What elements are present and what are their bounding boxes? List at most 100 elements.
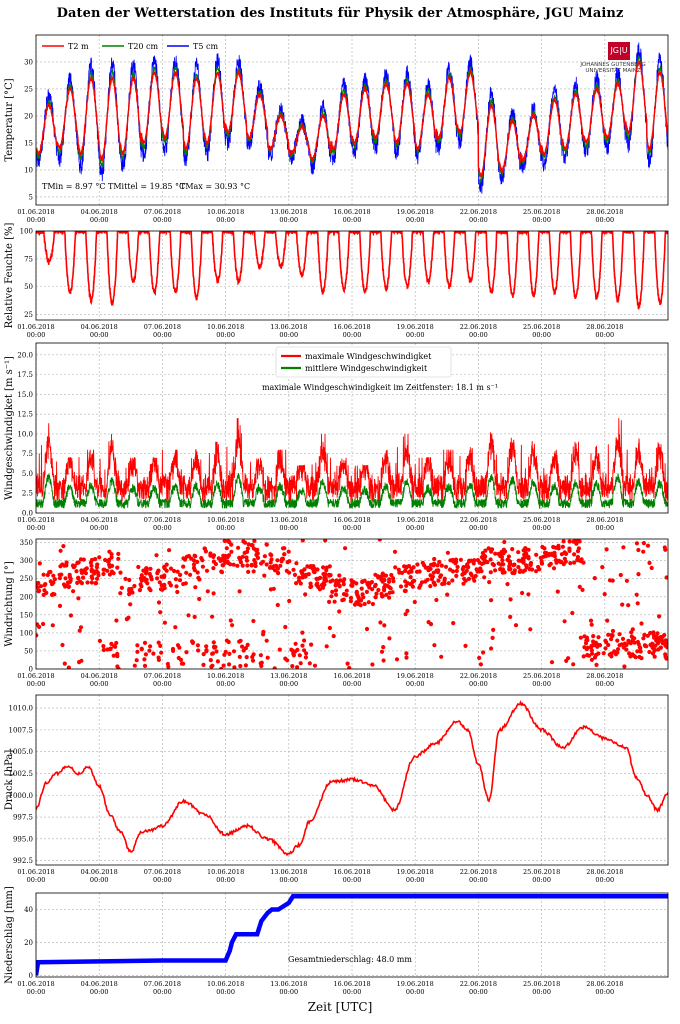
y-tick-label: 30 (24, 58, 33, 66)
wind-direction-point (347, 665, 352, 669)
wind-direction-point (186, 554, 192, 559)
y-tick-label: 200 (20, 593, 33, 601)
wind-direction-point (204, 644, 209, 649)
wind-direction-point (37, 561, 42, 566)
wind-direction-point (403, 612, 408, 617)
legend-label: T20 cm (128, 42, 159, 51)
wind-direction-point (624, 578, 630, 583)
wind-direction-point (330, 589, 335, 595)
wind-direction-point (172, 568, 177, 574)
x-tick-label: 19.06.2018 (397, 868, 434, 876)
wind-direction-point (468, 571, 473, 576)
x-tick-label-time: 00:00 (469, 680, 488, 688)
wind-direction-point (205, 589, 210, 594)
plot-border (35, 230, 669, 321)
wind-direction-point (113, 644, 118, 649)
x-tick-label-time: 00:00 (279, 680, 298, 688)
wind-direction-point (237, 555, 242, 561)
wind-direction-point (237, 589, 242, 594)
wind-direction-point (626, 603, 631, 608)
wind-direction-point (596, 635, 601, 640)
wind-direction-point (652, 635, 657, 640)
wind-direction-point (321, 582, 326, 588)
wind-direction-point (327, 625, 332, 631)
wind-direction-point (434, 597, 439, 603)
wind-direction-point (575, 539, 580, 544)
wind-direction-point (493, 551, 498, 556)
x-tick-label-time: 00:00 (469, 876, 488, 884)
wind-direction-point (607, 578, 613, 583)
wind-direction-point (261, 629, 266, 634)
wind-direction-point (291, 567, 296, 572)
x-tick-label: 25.06.2018 (523, 323, 560, 331)
wind-direction-point (50, 623, 55, 628)
wind-direction-point (253, 563, 258, 569)
wind-direction-point (404, 651, 409, 656)
wind-direction-point (423, 579, 428, 584)
wind-direction-point (105, 559, 110, 564)
wind-direction-point (333, 588, 339, 593)
wind-direction-point (159, 650, 164, 655)
wind-direction-point (513, 623, 519, 628)
wind-direction-point (496, 561, 501, 566)
wind-direction-point (420, 560, 425, 565)
x-tick-label: 25.06.2018 (523, 868, 560, 876)
x-tick-label: 10.06.2018 (207, 208, 244, 216)
wind-direction-point (107, 549, 112, 554)
wind-direction-point (36, 589, 41, 594)
x-tick-label: 16.06.2018 (333, 980, 370, 988)
wind-direction-point (143, 578, 148, 584)
wind-direction-point (375, 574, 380, 579)
wind-direction-point (279, 559, 284, 564)
wind-direction-point (648, 642, 653, 647)
legend-label: T5 cm (193, 42, 218, 51)
temperature-panel: 5101520253001.06.201800:0004.06.201800:0… (4, 34, 669, 224)
wind-direction-point (214, 649, 219, 654)
wind-direction-point (204, 568, 210, 573)
wind-direction-point (97, 555, 102, 560)
plot-border (35, 892, 669, 978)
wind-direction-point (651, 630, 656, 635)
wind-direction-point (380, 594, 385, 599)
y-axis-label: Windrichtung [°] (4, 561, 15, 647)
wind-direction-point (294, 581, 299, 586)
wind-direction-point (408, 569, 413, 574)
wind-direction-point (285, 658, 290, 663)
wind-direction-point (442, 578, 447, 583)
wind-direction-point (387, 577, 392, 582)
wind-direction-point (74, 569, 79, 574)
wind-direction-point (501, 562, 506, 567)
wind-direction-point (204, 649, 209, 654)
wind-direction-point (165, 661, 170, 667)
wind-direction-point (96, 573, 101, 578)
wind-direction-point (300, 575, 305, 580)
y-tick-label: 1007.5 (9, 726, 34, 734)
wind-direction-point (489, 646, 494, 651)
x-tick-label: 04.06.2018 (81, 208, 118, 216)
y-tick-label: 25 (24, 85, 33, 93)
legend-label: T2 m (68, 42, 89, 51)
wind-direction-point (588, 618, 594, 623)
wind-direction-point (493, 568, 498, 573)
wind-direction-point (632, 640, 637, 645)
x-tick-label: 28.06.2018 (586, 672, 623, 680)
wind-direction-point (223, 553, 228, 559)
wind-direction-point (49, 592, 55, 598)
wind-direction-point (549, 660, 555, 665)
wind-direction-point (221, 563, 226, 568)
wind-direction-point (196, 648, 201, 653)
wind-direction-point (563, 559, 568, 564)
wind-direction-point (478, 662, 483, 667)
wind-direction-point (358, 598, 364, 603)
wind-direction-point (211, 559, 216, 564)
x-tick-label-time: 00:00 (343, 988, 362, 996)
wind-direction-point (195, 559, 200, 565)
wind-direction-point (455, 564, 460, 570)
wind-direction-point (162, 620, 167, 625)
y-tick-label: 0 (29, 666, 33, 674)
wind-direction-point (215, 659, 220, 664)
wind-direction-point (337, 573, 342, 578)
wind-direction-point (382, 587, 387, 592)
wind-direction-point (439, 563, 444, 568)
wind-direction-point (42, 588, 47, 593)
